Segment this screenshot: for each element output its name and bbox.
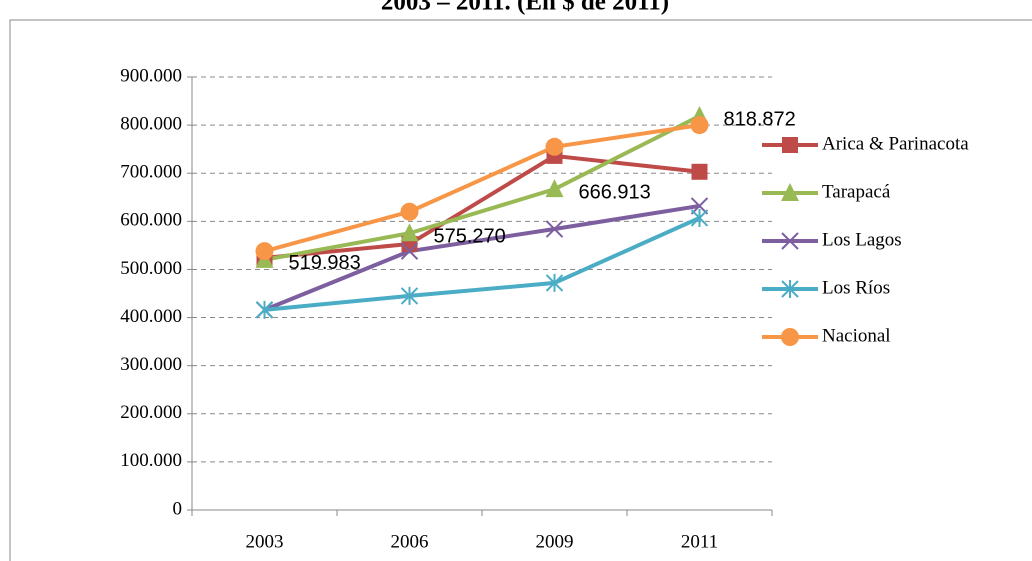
x-tick-label: 2006 — [391, 531, 429, 552]
data-point — [690, 116, 709, 135]
y-tick-label: 900.000 — [120, 65, 182, 86]
data-label: 666.913 — [579, 181, 651, 203]
legend-marker — [781, 280, 799, 298]
data-point — [545, 179, 564, 198]
legend-marker — [781, 183, 799, 201]
data-label: 818.872 — [724, 108, 796, 130]
legend-label: Arica & Parinacota — [822, 133, 969, 154]
y-tick-label: 400.000 — [120, 306, 182, 327]
legend-marker — [781, 328, 799, 346]
series-line — [264, 216, 701, 312]
data-label: 575.270 — [434, 226, 506, 248]
x-tick-label: 2011 — [681, 531, 718, 552]
data-point — [690, 208, 709, 227]
y-tick-label: 500.000 — [120, 258, 182, 279]
y-tick-label: 300.000 — [120, 354, 182, 375]
series-line — [264, 153, 700, 260]
chart-title: 2003 – 2011. (En $ de 2011) — [381, 0, 669, 16]
y-tick-label: 100.000 — [120, 450, 182, 471]
y-tick-label: 800.000 — [120, 113, 182, 134]
y-tick-label: 600.000 — [120, 210, 182, 231]
data-point — [400, 223, 419, 242]
series-line — [263, 123, 700, 254]
legend-label: Los Lagos — [822, 229, 902, 250]
data-point — [545, 273, 564, 292]
data-point — [400, 242, 419, 260]
x-tick-label: 2009 — [536, 531, 574, 552]
y-tick-label: 700.000 — [120, 162, 182, 183]
chart-frame — [9, 19, 1032, 561]
legend-label: Tarapacá — [822, 181, 891, 202]
data-point — [255, 300, 274, 319]
data-label: 519.983 — [289, 252, 361, 274]
series-line — [263, 203, 700, 312]
data-point — [400, 286, 419, 305]
legend-marker — [782, 137, 798, 153]
series-line — [264, 114, 701, 262]
y-tick-label: 0 — [173, 498, 183, 519]
data-point — [691, 163, 708, 180]
data-point — [545, 220, 564, 238]
x-tick-label: 2003 — [246, 531, 284, 552]
legend-label: Nacional — [822, 325, 891, 346]
data-point — [400, 202, 419, 221]
y-tick-label: 200.000 — [120, 402, 182, 423]
legend-label: Los Ríos — [822, 277, 890, 298]
data-point — [255, 242, 274, 261]
legend-marker — [781, 232, 799, 250]
data-point — [545, 137, 564, 156]
